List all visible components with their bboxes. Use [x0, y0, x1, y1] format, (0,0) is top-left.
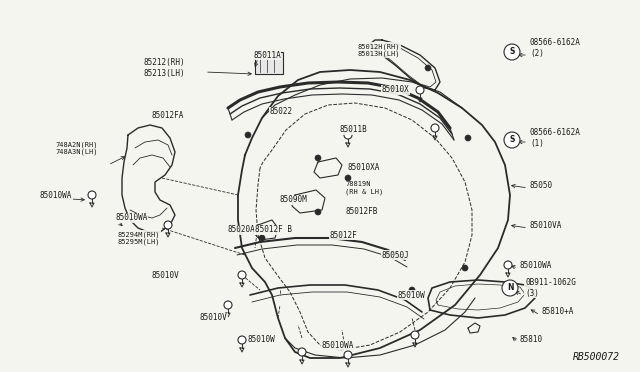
Text: 85022: 85022 — [270, 108, 293, 116]
Text: 85010XA: 85010XA — [348, 164, 380, 173]
Text: 85010WA: 85010WA — [115, 214, 147, 222]
Text: S: S — [509, 135, 515, 144]
Circle shape — [411, 331, 419, 339]
Text: 85011B: 85011B — [340, 125, 368, 135]
Text: 85010V: 85010V — [200, 314, 228, 323]
Text: 85012FA: 85012FA — [152, 110, 184, 119]
Text: 85810: 85810 — [520, 336, 543, 344]
Circle shape — [259, 235, 265, 241]
Text: 85810+A: 85810+A — [542, 308, 574, 317]
Text: 85012H(RH)
85013H(LH): 85012H(RH) 85013H(LH) — [358, 43, 401, 57]
Text: 85010WA: 85010WA — [40, 192, 72, 201]
Text: 85212(RH)
85213(LH): 85212(RH) 85213(LH) — [143, 58, 185, 78]
Text: 85010W: 85010W — [248, 336, 276, 344]
Circle shape — [431, 124, 439, 132]
Circle shape — [409, 287, 415, 293]
Circle shape — [465, 135, 471, 141]
Text: 85010VA: 85010VA — [530, 221, 563, 230]
Circle shape — [88, 191, 96, 199]
Circle shape — [462, 265, 468, 271]
Circle shape — [344, 131, 352, 139]
Circle shape — [345, 175, 351, 181]
Circle shape — [385, 252, 391, 258]
Text: 85012FB: 85012FB — [345, 208, 378, 217]
Text: 85010WA: 85010WA — [322, 340, 355, 350]
Text: 78819N
(RH & LH): 78819N (RH & LH) — [345, 181, 383, 195]
Text: 0B911-1062G
(3): 0B911-1062G (3) — [525, 278, 576, 298]
Text: 85050J: 85050J — [382, 250, 410, 260]
Circle shape — [504, 261, 512, 269]
Circle shape — [164, 221, 172, 229]
Circle shape — [238, 271, 246, 279]
Circle shape — [504, 132, 520, 148]
Text: 85090M: 85090M — [280, 196, 308, 205]
Text: 85010X: 85010X — [382, 86, 410, 94]
Text: S: S — [509, 48, 515, 57]
Text: 85020A: 85020A — [228, 225, 256, 234]
Circle shape — [224, 301, 232, 309]
FancyBboxPatch shape — [255, 52, 283, 74]
Text: 85012F B: 85012F B — [255, 225, 292, 234]
Circle shape — [416, 86, 424, 94]
Text: N: N — [507, 283, 513, 292]
Text: 08566-6162A
(2): 08566-6162A (2) — [530, 38, 581, 58]
Circle shape — [315, 209, 321, 215]
Circle shape — [502, 280, 518, 296]
Text: 85010W: 85010W — [398, 291, 426, 299]
Text: 85010WA: 85010WA — [520, 260, 552, 269]
Text: 85011A: 85011A — [253, 51, 281, 60]
Circle shape — [245, 132, 251, 138]
Text: 85010V: 85010V — [152, 270, 180, 279]
Text: 85294M(RH)
85295M(LH): 85294M(RH) 85295M(LH) — [118, 231, 161, 245]
Text: 85050: 85050 — [530, 180, 553, 189]
Circle shape — [238, 336, 246, 344]
Text: 748A2N(RH)
748A3N(LH): 748A2N(RH) 748A3N(LH) — [55, 141, 97, 155]
Circle shape — [315, 155, 321, 161]
Circle shape — [425, 65, 431, 71]
Text: 85012F: 85012F — [330, 231, 358, 240]
Text: 08566-6162A
(1): 08566-6162A (1) — [530, 128, 581, 148]
Circle shape — [504, 44, 520, 60]
Circle shape — [344, 351, 352, 359]
Text: RB500072: RB500072 — [573, 352, 620, 362]
Circle shape — [298, 348, 306, 356]
